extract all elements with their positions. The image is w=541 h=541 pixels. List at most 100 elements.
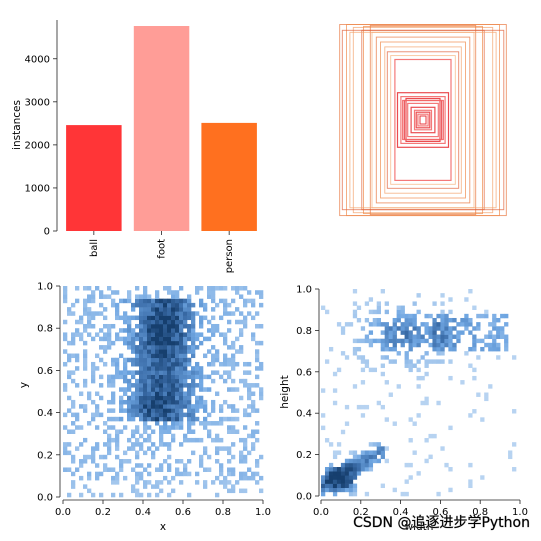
xy-heatmap-cell [227,416,232,422]
xy-heatmap-cell [171,336,176,342]
wh-heatmap-cell [504,338,509,344]
xy-heatmap-cell [163,425,168,430]
xy-heatmap-cell [159,357,164,363]
xy-heatmap-cell [143,408,148,413]
xy-heatmap-cell [163,459,168,464]
xy-heatmap-cell [139,471,144,477]
xy-heatmap-cell [119,463,124,468]
xy-heatmap-cell [151,387,156,392]
xy-heatmap-cell [63,425,68,430]
xy-heatmap-cell [243,425,248,430]
wh-heatmap-cell [356,338,362,344]
xy-heatmap-cell [143,345,148,350]
xy-heatmap-cell [155,340,160,346]
xy-heatmap-cell [167,366,172,371]
xy-heatmap-cell [191,336,196,342]
xy-heatmap-cell [83,408,88,413]
wh-heatmap-cell [376,442,381,447]
xy-heatmap-cell [239,345,244,350]
wh-heatmap-cell [384,380,389,385]
wh-heatmap-cell [416,334,421,339]
xy-heatmap-cell [167,425,172,430]
xy-heatmap-cell [83,302,88,308]
xy-heatmap-cell [91,366,96,371]
xy-heatmap-cell [231,298,236,304]
xy-heatmap-cell [143,437,148,443]
xy-heatmap-cell [239,454,244,460]
xy-heatmap-cell [155,294,160,299]
xy-heatmap-cell [159,408,164,413]
xy-heatmap-cell [243,408,248,413]
xy-heatmap-cell [107,383,112,388]
xy-heatmap-cell [147,336,152,342]
label-box-outline [384,46,462,194]
wh-heatmap-cell [380,342,385,348]
xy-heatmap-cell [115,290,120,295]
xy-heatmap-cell [179,353,184,359]
wh-heatmap-cell [376,446,381,451]
xy-heatmap-cell [71,302,76,308]
xy-heatmap-cell [83,349,88,354]
wh-heatmap-cell [440,446,445,451]
wh-heatmap-cell [324,479,330,484]
xy-heatmap-cell [255,340,260,346]
xy-heatmap-cell [211,315,216,321]
wh-heatmap-cell [440,338,445,344]
xy-heatmap-cell [219,437,224,443]
xy-heatmap-cell [75,353,80,359]
xy-heatmap-cell [183,311,188,316]
xy-heatmap-cell [139,353,144,359]
xy-heatmap-cell [135,349,140,354]
x-tick-label: 0.2 [353,507,369,518]
y-tick-label: 0.8 [37,324,53,335]
wh-heatmap-cell [404,313,409,319]
xy-heatmap-cell [247,412,252,418]
xy-heatmap-cell [163,399,168,405]
xy-heatmap-cell [83,298,88,304]
xy-heatmap-cell [187,471,192,477]
xy-heatmap-cell [71,311,76,316]
xy-heatmap-cell [155,353,160,359]
wh-heatmap-cell [344,404,350,410]
xy-heatmap-cell [115,442,120,447]
wh-heatmap: 0.0 0.2 0.4 0.6 0.8 1.00.00.20.40.60.81.0 wid… [279,285,528,534]
wh-heatmap-cell [392,487,397,493]
xy-heatmap-cell [203,399,208,405]
xy-heatmap-cell [123,408,128,413]
xy-heatmap-cell [255,366,260,371]
xy-heatmap-cell [247,395,252,401]
wh-heatmap-cell [504,322,509,327]
xy-heatmap-cell [139,298,144,304]
xy-heatmap-cell [215,353,220,359]
wh-heatmap-cell [440,326,445,331]
xy-heatmap-cell [179,319,184,325]
xy-heatmap-cell [247,311,252,316]
xy-heatmap-cell [135,399,140,405]
wh-heatmap-cell [360,367,366,373]
xy-heatmap-cell [187,323,192,329]
xy-heatmap-cell [155,290,160,295]
wh-heatmap-cell [368,442,374,447]
wh-heatmap-cell [400,326,405,331]
wh-heatmap-cell [372,458,378,464]
xy-heatmap-cell [143,421,148,426]
xy-heatmap-cell [199,366,204,371]
xy-heatmap-cell [151,374,156,380]
xy-heatmap-cell [75,286,80,291]
wh-heatmap-cell [416,359,421,364]
xy-heatmap-cell [163,391,168,397]
xy-heatmap-cell [195,399,200,405]
xy-heatmap-cell [75,383,80,388]
xy-heatmap-cell [143,467,148,472]
wh-heatmap-cell [392,342,397,348]
xy-x-axis-label: x [160,521,166,533]
wh-heatmap-cell [380,454,385,460]
xy-heatmap-cell [127,345,132,350]
xy-heatmap-cell [71,340,76,346]
xy-heatmap-cell [203,404,208,409]
xy-heatmap-cell [87,307,92,312]
xy-heatmap-cell [127,357,132,363]
xy-heatmap-cell [251,433,256,439]
xy-heatmap-cell [227,471,232,477]
wh-heatmap-cell [400,491,405,497]
